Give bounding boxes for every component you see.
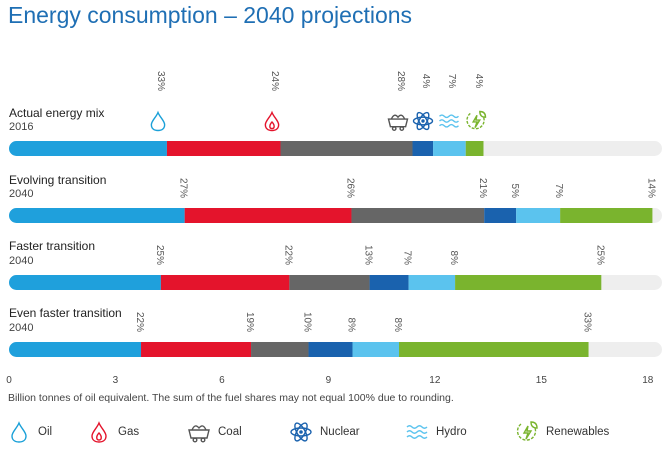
share-label-renewables: 14% [645, 178, 656, 198]
bar-segment-hydro [516, 208, 561, 223]
row-label: Faster transition [9, 239, 95, 253]
bar-segment-nuclear [308, 342, 353, 357]
share-label-oil: 27% [178, 178, 189, 198]
row-year: 2040 [9, 188, 33, 200]
legend-item-nuclear: Nuclear [288, 419, 360, 445]
bar-segment-gas [166, 141, 281, 156]
bar-segment-gas [160, 275, 290, 290]
bar-segment-hydro [408, 275, 456, 290]
share-label-coal: 28% [395, 71, 406, 91]
share-label-nuclear: 4% [420, 74, 431, 89]
legend-label: Renewables [546, 426, 610, 438]
share-label-nuclear: 7% [402, 251, 413, 266]
bar-segment-coal [289, 275, 370, 290]
share-label-gas: 24% [269, 71, 280, 91]
row-year: 2040 [9, 322, 33, 334]
share-label-nuclear: 5% [509, 184, 520, 199]
row-year: 2016 [9, 121, 33, 133]
bar-segment-coal [351, 208, 485, 223]
share-label-nuclear: 8% [346, 318, 357, 333]
share-label-gas: 19% [244, 312, 255, 332]
legend-item-gas: Gas [86, 419, 139, 445]
share-label-renewables: 25% [594, 245, 605, 265]
bar-segment-oil [9, 342, 142, 357]
row-label: Even faster transition [9, 306, 122, 320]
bar-segment-oil [9, 208, 185, 223]
x-tick-label: 15 [536, 375, 548, 386]
bar-segment-gas [141, 342, 252, 357]
bar-segment-hydro [352, 342, 400, 357]
gas-flame-icon [91, 421, 107, 443]
legend-item-renewables: Renewables [514, 419, 609, 445]
chart-title: Energy consumption – 2040 projections [8, 2, 413, 28]
bar-segment-hydro [433, 141, 466, 156]
bar-segment-coal [251, 342, 309, 357]
share-label-hydro: 8% [448, 251, 459, 266]
bar-segment-oil [9, 141, 167, 156]
bar-segment-oil [9, 275, 161, 290]
x-tick-label: 0 [6, 375, 12, 386]
renewables-leaf-icon [466, 110, 487, 130]
share-label-hydro: 7% [446, 74, 457, 89]
share-label-coal: 21% [477, 178, 488, 198]
hydro-waves-icon [439, 114, 459, 128]
legend: Oil Gas Coal Nuclear Hydro Renewables [6, 419, 666, 445]
bar-segment-coal [280, 141, 413, 156]
x-tick-label: 9 [326, 375, 332, 386]
bar-row-4: Even faster transition 2040 22% 19% 10% 8% 8% 3… [9, 306, 662, 357]
gas-flame-icon [264, 110, 280, 132]
bar-segment-gas [184, 208, 352, 223]
share-label-gas: 26% [344, 178, 355, 198]
bar-segment-renewables [465, 141, 484, 156]
row-label: Evolving transition [9, 173, 106, 187]
x-tick-label: 12 [429, 375, 441, 386]
share-label-hydro: 7% [553, 184, 564, 199]
hydro-waves-icon [406, 425, 428, 439]
bar-row-3: Faster transition 2040 25% 22% 13% 7% 8% 25% [9, 239, 662, 290]
bar-segment-nuclear [412, 141, 434, 156]
bar-segment-nuclear [369, 275, 409, 290]
legend-item-coal: Coal [186, 419, 242, 445]
x-tick-label: 18 [642, 375, 654, 386]
coal-cart-icon [188, 425, 210, 443]
bar-segment-nuclear [484, 208, 517, 223]
row-year: 2040 [9, 255, 33, 267]
legend-item-hydro: Hydro [404, 419, 467, 445]
x-tick-label: 6 [219, 375, 225, 386]
nuclear-atom-icon [290, 422, 312, 442]
share-label-oil: 33% [155, 71, 166, 91]
renewables-leaf-icon [516, 421, 538, 441]
coal-cart-icon [387, 114, 409, 132]
oil-drop-icon [150, 110, 166, 132]
legend-label: Gas [118, 426, 140, 438]
legend-label: Nuclear [320, 426, 360, 438]
legend-label: Hydro [436, 426, 467, 438]
share-label-coal: 13% [363, 245, 374, 265]
x-tick-label: 3 [113, 375, 119, 386]
bar-segment-renewables [399, 342, 589, 357]
share-label-hydro: 8% [392, 318, 403, 333]
share-label-renewables: 4% [473, 74, 484, 89]
chart-footnote: Billion tonnes of oil equivalent. The su… [8, 392, 454, 404]
bar-segment-renewables [560, 208, 653, 223]
nuclear-atom-icon [412, 111, 434, 131]
legend-label: Coal [218, 426, 242, 438]
oil-drop-icon [11, 421, 27, 443]
share-label-oil: 22% [134, 312, 145, 332]
share-label-coal: 10% [302, 312, 313, 332]
legend-label: Oil [38, 426, 53, 438]
legend-item-oil: Oil [6, 419, 52, 445]
bar-segment-renewables [455, 275, 602, 290]
row-label: Actual energy mix [9, 106, 104, 120]
share-label-oil: 25% [154, 245, 165, 265]
x-axis: 0 3 6 9 12 15 18 [6, 375, 654, 386]
share-label-renewables: 33% [582, 312, 593, 332]
share-label-gas: 22% [282, 245, 293, 265]
